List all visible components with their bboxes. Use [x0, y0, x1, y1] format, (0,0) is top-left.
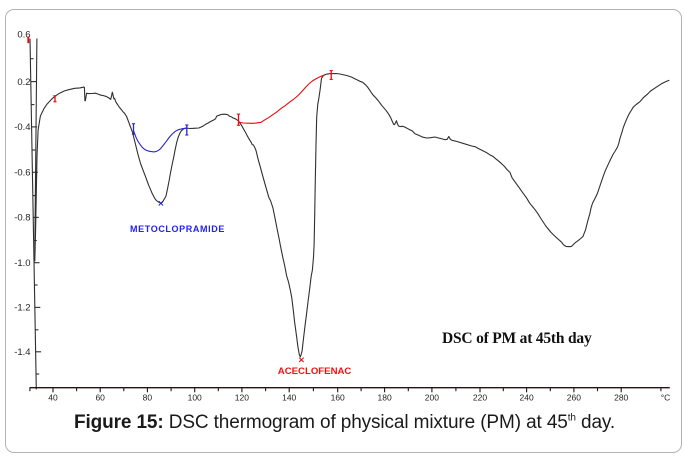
svg-text:0.6: 0.6 [17, 30, 30, 41]
svg-text:240: 240 [520, 393, 534, 403]
svg-text:0.2: 0.2 [17, 77, 30, 88]
svg-text:220: 220 [473, 393, 487, 403]
svg-text:-1.0: -1.0 [14, 258, 30, 269]
svg-text:280: 280 [614, 393, 628, 403]
svg-text:260: 260 [567, 393, 581, 403]
svg-text:-1.2: -1.2 [14, 303, 30, 314]
svg-text:40: 40 [48, 393, 58, 403]
svg-text:-0.6: -0.6 [14, 168, 30, 179]
svg-text:-1.4: -1.4 [14, 347, 30, 358]
svg-text:60: 60 [95, 393, 105, 403]
svg-text:160: 160 [331, 393, 345, 403]
svg-text:200: 200 [425, 393, 439, 403]
svg-text:100: 100 [188, 393, 202, 403]
svg-text:140: 140 [282, 393, 296, 403]
svg-text:120: 120 [235, 393, 249, 403]
svg-text:-0.4: -0.4 [14, 122, 30, 133]
svg-text:°C: °C [661, 393, 671, 403]
svg-text:80: 80 [143, 393, 153, 403]
svg-text:-0.8: -0.8 [14, 213, 30, 224]
svg-text:180: 180 [378, 393, 392, 403]
